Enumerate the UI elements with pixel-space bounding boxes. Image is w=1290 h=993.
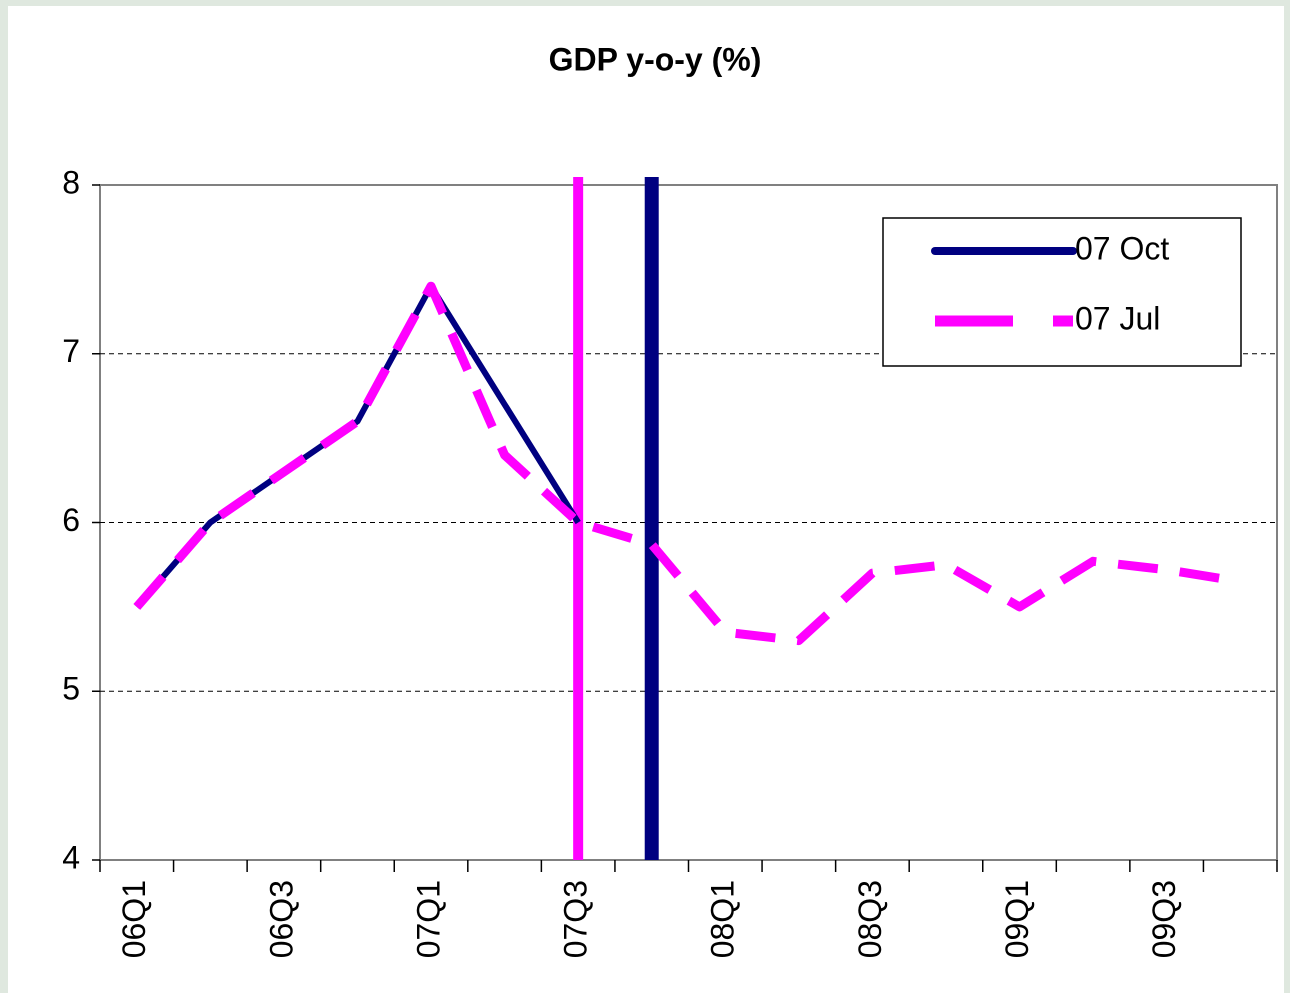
x-tick-label: 08Q1 [705,880,741,958]
legend-box [882,217,1242,367]
x-tick-label: 07Q1 [410,880,446,958]
x-tick-label: 06Q3 [263,880,299,958]
chart-title: GDP y-o-y (%) [549,41,762,77]
x-tick-label: 08Q3 [852,880,888,958]
legend-label: 07 Jul [1075,300,1160,336]
y-tick-label: 5 [62,671,80,707]
legend-label: 07 Oct [1075,230,1169,266]
y-tick-label: 7 [62,333,80,369]
y-tick-label: 6 [62,502,80,538]
x-tick-label: 06Q1 [116,880,152,958]
x-tick-label: 09Q1 [999,880,1035,958]
series-line [134,283,581,609]
x-tick-label: 07Q3 [558,880,594,958]
y-tick-label: 8 [62,164,80,200]
x-tick-label: 09Q3 [1146,880,1182,958]
y-tick-label: 4 [62,839,80,875]
